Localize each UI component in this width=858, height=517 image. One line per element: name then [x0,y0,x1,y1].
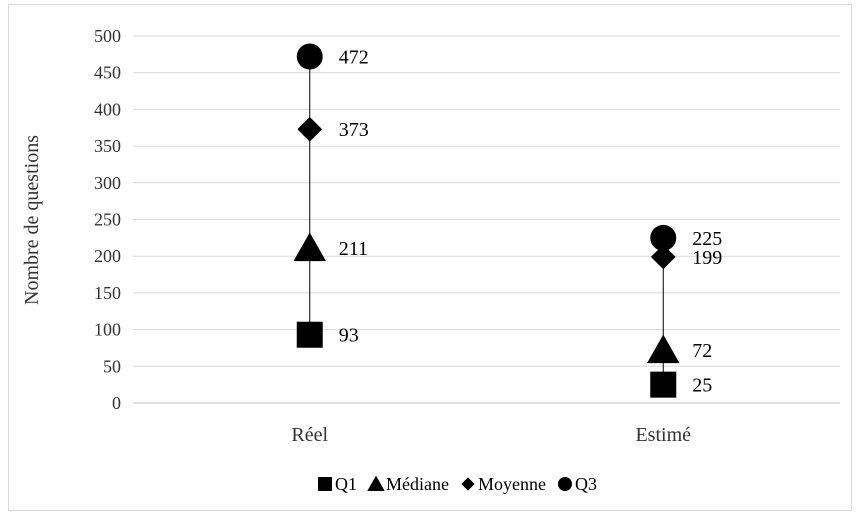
x-category-label: Réel [291,424,328,446]
grid-lines [133,35,840,404]
y-tick-label: 0 [112,393,121,413]
y-tick-label: 450 [94,63,121,83]
data-label: 373 [339,119,369,141]
legend-marker-triangle [367,475,385,491]
data-markers [293,43,680,398]
chart-frame [8,4,852,511]
legend-entry: Q3 [575,474,597,494]
y-tick-label: 250 [94,210,121,230]
y-tick-label: 200 [94,246,121,266]
y-tick-label: 50 [103,356,121,376]
marker-triangle [647,334,680,364]
legend: Q1 Médiane Moyenne Q3 [318,474,597,494]
marker-circle [296,43,323,70]
data-label: 72 [692,340,712,362]
data-label: 25 [692,375,712,397]
data-label: 93 [339,325,359,347]
y-axis-label: Nombre de questions [21,135,43,305]
y-axis-ticks: 0 50 100 150 200 250 300 350 400 450 500 [94,26,121,413]
x-category-label: Estimé [635,424,691,446]
legend-entry: Médiane [386,474,449,494]
y-tick-label: 500 [94,26,121,46]
legend-entry: Moyenne [478,474,546,494]
marker-diamond [650,244,676,270]
y-tick-label: 300 [94,173,121,193]
data-label: 472 [339,47,369,69]
marker-triangle [293,232,326,262]
x-axis-categories: Réel Estimé [291,424,691,446]
data-labels: 93 25 211 72 373 199 472 225 [339,47,723,397]
y-tick-label: 100 [94,320,121,340]
legend-entry: Q1 [335,474,357,494]
y-tick-label: 400 [94,99,121,119]
data-label: 211 [339,238,368,260]
y-tick-label: 350 [94,136,121,156]
data-label: 225 [692,228,722,250]
marker-diamond [297,116,323,142]
marker-circle [650,224,677,251]
data-label: 199 [692,247,722,269]
marker-square [650,371,677,398]
legend-marker-square [318,477,332,491]
drop-lines [309,56,664,385]
y-tick-label: 150 [94,283,121,303]
marker-square [296,321,323,348]
legend-marker-diamond [461,477,475,491]
legend-marker-circle [557,477,572,491]
